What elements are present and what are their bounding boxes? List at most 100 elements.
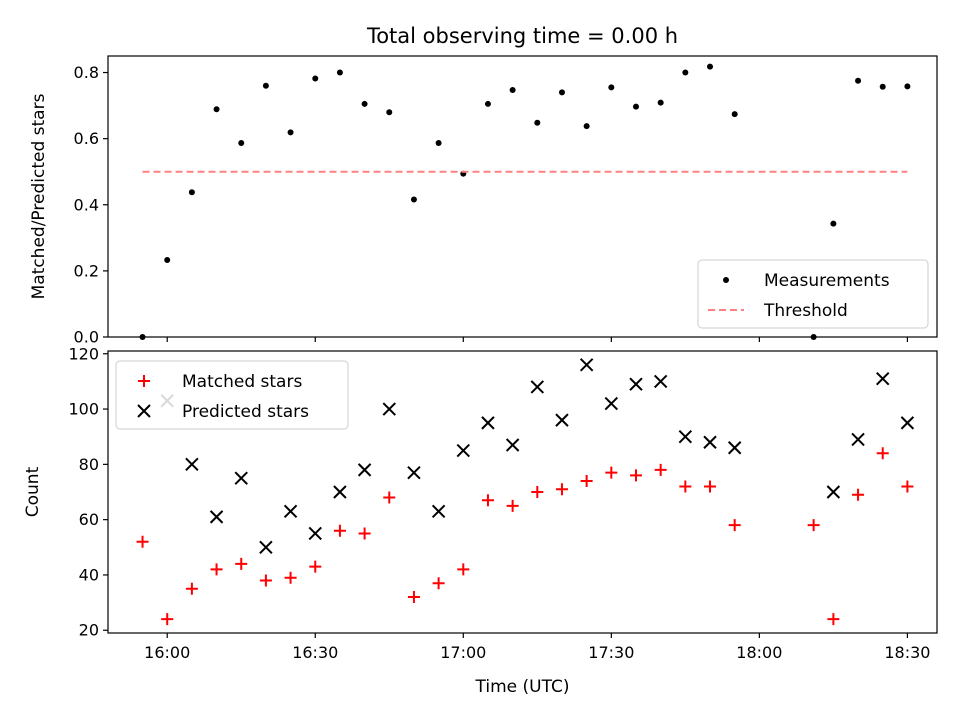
legend-label: Predicted stars	[182, 402, 309, 422]
data-point	[827, 613, 840, 626]
data-point	[164, 256, 171, 263]
data-point	[807, 519, 820, 532]
panel-ratio: Total observing time = 0.00 h Matched/Pre…	[29, 24, 938, 347]
data-point	[209, 510, 224, 524]
data-point	[629, 469, 642, 482]
legend-swatch	[138, 375, 150, 387]
x-axis-label: Time (UTC)	[475, 677, 570, 697]
data-point	[386, 109, 393, 116]
data-point	[383, 491, 396, 504]
data-point	[679, 480, 692, 493]
data-point	[605, 466, 618, 479]
data-point	[358, 527, 371, 540]
legend-label: Measurements	[764, 271, 890, 291]
y-tick-label: 60	[79, 510, 99, 529]
data-point	[509, 87, 516, 94]
data-point	[431, 504, 446, 519]
data-point	[901, 480, 914, 493]
y-tick-label: 0.0	[74, 328, 99, 347]
data-point	[876, 371, 890, 386]
y-axis-label: Count	[23, 466, 43, 517]
data-point	[904, 83, 911, 90]
data-point	[283, 504, 298, 519]
data-point	[830, 220, 837, 227]
data-point	[262, 82, 269, 89]
data-point	[731, 111, 738, 118]
data-point	[259, 574, 272, 587]
x-tick-label: 17:30	[588, 643, 634, 662]
data-point	[410, 196, 417, 203]
y-tick-label: 80	[79, 455, 99, 474]
legend-label: Threshold	[763, 301, 848, 321]
data-point	[287, 129, 294, 136]
data-point	[851, 432, 865, 447]
data-point	[185, 457, 199, 472]
data-point	[336, 69, 343, 76]
x-tick-label: 18:30	[884, 643, 930, 662]
series-matched-stars	[136, 447, 914, 626]
data-point	[234, 471, 248, 485]
data-point	[707, 63, 714, 70]
y-tick-label: 0.8	[74, 63, 99, 82]
y-tick-label: 0.4	[74, 195, 99, 214]
data-point	[534, 119, 541, 126]
data-point	[852, 488, 865, 501]
data-point	[629, 377, 643, 391]
data-point	[653, 374, 668, 389]
data-point	[457, 563, 470, 576]
data-point	[235, 557, 248, 570]
y-tick-label: 0.2	[74, 261, 99, 280]
data-point	[481, 494, 494, 507]
x-tick-label: 18:00	[736, 643, 782, 662]
data-point	[555, 413, 569, 427]
plot-frame	[107, 55, 938, 338]
data-point	[188, 189, 195, 196]
data-point	[210, 563, 223, 576]
data-point	[136, 535, 149, 548]
data-point	[308, 526, 322, 541]
data-point	[728, 519, 741, 532]
data-point	[704, 480, 717, 493]
data-point	[506, 499, 519, 512]
data-point	[481, 416, 495, 430]
x-tick-label: 16:00	[144, 643, 190, 662]
data-point	[900, 416, 915, 430]
data-point	[505, 438, 520, 452]
data-point	[558, 89, 565, 96]
data-point	[435, 139, 442, 146]
data-point	[879, 83, 886, 90]
chart-title: Total observing time = 0.00 h	[366, 24, 678, 48]
panel-count: Count Time (UTC) 20 40 60 80 100 120 16:00 16:30 1…	[23, 344, 938, 697]
data-point	[530, 380, 545, 394]
data-point	[309, 560, 322, 573]
series-measurements	[139, 63, 911, 340]
data-point	[161, 613, 174, 626]
data-point	[703, 435, 717, 449]
data-point	[826, 485, 841, 499]
data-point	[632, 103, 639, 110]
data-point	[604, 396, 619, 411]
y-tick-label: 120	[68, 344, 99, 363]
data-point	[682, 69, 689, 76]
y-tick-label: 20	[79, 621, 99, 640]
data-point	[361, 100, 368, 107]
data-point	[213, 106, 220, 113]
data-point	[333, 485, 347, 499]
data-point	[531, 486, 544, 498]
data-point	[407, 591, 420, 604]
data-point	[259, 540, 273, 555]
legend: Measurements Threshold	[697, 259, 929, 329]
data-point	[657, 99, 664, 106]
legend-swatch	[137, 404, 151, 418]
data-point	[432, 577, 445, 590]
data-point	[284, 571, 297, 584]
data-point	[855, 77, 862, 84]
data-point	[608, 84, 615, 91]
data-point	[580, 474, 593, 487]
data-point	[238, 139, 245, 146]
data-point	[727, 441, 742, 455]
data-point	[579, 358, 594, 372]
data-point	[876, 447, 889, 460]
data-point	[654, 463, 667, 476]
